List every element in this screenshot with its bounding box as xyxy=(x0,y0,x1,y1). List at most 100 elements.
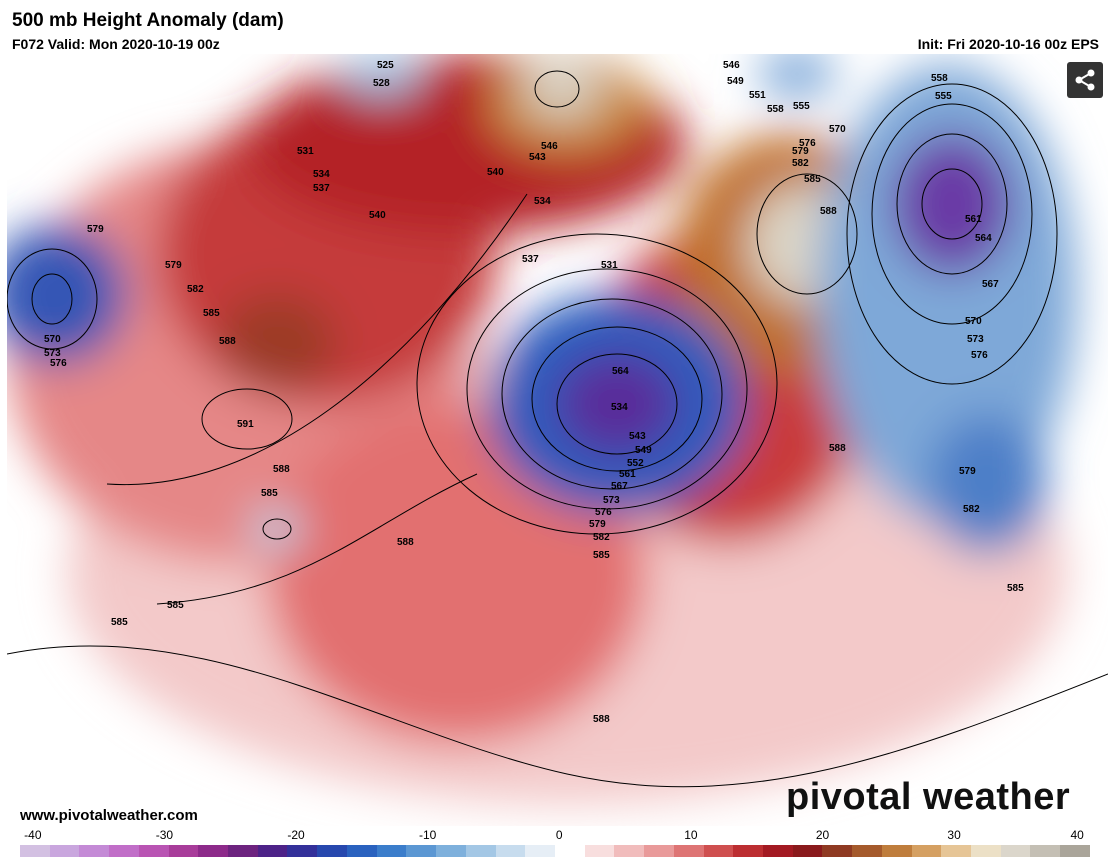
contour-label: 570 xyxy=(965,316,982,327)
colorbar-swatch xyxy=(554,845,585,857)
contour-label: 564 xyxy=(612,366,629,377)
colorbar-swatch xyxy=(49,845,80,857)
contour-label: 591 xyxy=(237,419,254,430)
contour-label: 579 xyxy=(87,224,104,235)
colorbar-ticks: -40 -30 -20 -10 0 10 20 30 40 xyxy=(20,828,1090,842)
colorbar-swatch xyxy=(257,845,288,857)
colorbar-tick: 0 xyxy=(555,828,563,842)
colorbar-swatch xyxy=(941,845,971,857)
contour-label: 561 xyxy=(619,469,636,480)
contour-label: 534 xyxy=(313,169,330,180)
contour-label: 585 xyxy=(261,488,278,499)
contour-label: 588 xyxy=(593,714,610,725)
colorbar-swatch xyxy=(436,845,466,857)
contour-label: 582 xyxy=(792,158,809,169)
contour-label: 549 xyxy=(727,76,744,87)
contour-label: 585 xyxy=(167,600,184,611)
share-icon xyxy=(1075,69,1095,91)
contour-label: 567 xyxy=(982,279,999,290)
site-url: www.pivotalweather.com xyxy=(20,807,198,824)
colorbar-swatch xyxy=(20,845,50,857)
contour-label: 585 xyxy=(804,174,821,185)
colorbar-swatch xyxy=(109,845,139,857)
contour-label: 570 xyxy=(829,124,846,135)
colorbar-swatch xyxy=(762,845,793,857)
contour-label: 576 xyxy=(595,507,612,518)
contour-label: 582 xyxy=(187,284,204,295)
colorbar-tick: 20 xyxy=(815,828,830,842)
contour-label: 588 xyxy=(397,537,414,548)
share-button[interactable] xyxy=(1067,62,1103,98)
contour-label: 537 xyxy=(522,254,539,265)
contour-label: 564 xyxy=(975,233,992,244)
contour-label: 528 xyxy=(373,78,390,89)
contour-label: 543 xyxy=(629,431,646,442)
contour-label: 579 xyxy=(589,519,606,530)
contour-label: 570 xyxy=(44,334,61,345)
colorbar-swatch xyxy=(822,845,853,857)
contour-label: 579 xyxy=(792,146,809,157)
contour-label: 555 xyxy=(935,91,952,102)
contour-label: 561 xyxy=(965,214,982,225)
colorbar-swatch xyxy=(79,845,110,857)
colorbar-tick: -20 xyxy=(287,828,305,842)
contour-label: 540 xyxy=(369,210,386,221)
colorbar-swatch xyxy=(911,845,942,857)
colorbar-tick: 10 xyxy=(684,828,698,842)
contour-label: 558 xyxy=(931,73,948,84)
colorbar-swatch xyxy=(287,845,318,857)
contour-label: 582 xyxy=(963,504,980,515)
colorbar-swatch xyxy=(168,845,199,857)
valid-time: F072 Valid: Mon 2020-10-19 00z xyxy=(12,36,220,52)
contour-label: 546 xyxy=(723,60,740,71)
colorbar-swatch xyxy=(733,845,763,857)
contour-label: 582 xyxy=(593,532,610,543)
contour-label: 576 xyxy=(971,350,988,361)
colorbar-swatch xyxy=(317,845,347,857)
contour-label: 546 xyxy=(541,141,558,152)
colorbar-swatch xyxy=(584,845,615,857)
contour-label: 588 xyxy=(820,206,837,217)
contour-label: 551 xyxy=(749,90,766,101)
colorbar-swatch xyxy=(1030,845,1061,857)
contour-label: 576 xyxy=(799,138,816,149)
colorbar-swatch xyxy=(346,845,377,857)
contour-label: 573 xyxy=(44,348,61,359)
contour-label: 588 xyxy=(219,336,236,347)
colorbar-swatch xyxy=(1060,845,1090,857)
colorbar-swatch xyxy=(673,845,704,857)
colorbar-swatch xyxy=(406,845,437,857)
contour-label: 552 xyxy=(627,458,644,469)
map-title: 500 mb Height Anomaly (dam) xyxy=(12,10,284,31)
colorbar-swatch xyxy=(703,845,734,857)
colorbar-tick: -40 xyxy=(24,828,42,842)
colorbar-swatch xyxy=(465,845,496,857)
contour-label: 585 xyxy=(593,550,610,561)
contour-label: 585 xyxy=(1007,583,1024,594)
colorbar-swatch xyxy=(198,845,229,857)
colorbar-swatch xyxy=(376,845,407,857)
contour-label: 588 xyxy=(273,464,290,475)
contour-label: 543 xyxy=(529,152,546,163)
contour-label: 579 xyxy=(165,260,182,271)
contour-label: 540 xyxy=(487,167,504,178)
contour-label: 534 xyxy=(611,402,628,413)
colorbar-swatch xyxy=(971,845,1001,857)
contour-label: 588 xyxy=(829,443,846,454)
colorbar-swatch xyxy=(881,845,912,857)
colorbar-swatch xyxy=(228,845,258,857)
contour-label: 573 xyxy=(603,495,620,506)
contour-labels: 525 528 531 564 534 543 549 552 561 567 … xyxy=(44,60,1024,725)
contour-label: 567 xyxy=(611,481,628,492)
contour-label: 537 xyxy=(313,183,330,194)
contour-label: 585 xyxy=(111,617,128,628)
colorbar-swatch xyxy=(1000,845,1031,857)
colorbar-swatch xyxy=(792,845,823,857)
colorbar-swatch xyxy=(852,845,882,857)
contour-label: 579 xyxy=(959,466,976,477)
colorbar-tick: -30 xyxy=(155,828,174,842)
init-time: Init: Fri 2020-10-16 00z EPS xyxy=(917,36,1099,52)
anomaly-shading xyxy=(7,54,1077,804)
contour-label: 576 xyxy=(50,358,67,369)
contour-label: 558 xyxy=(767,104,784,115)
